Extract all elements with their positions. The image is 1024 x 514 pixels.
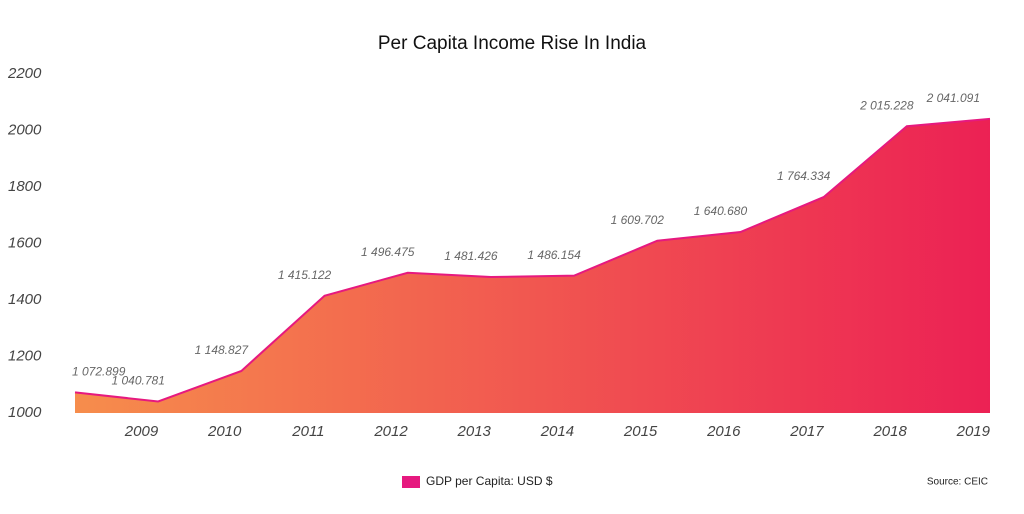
value-label: 1 481.426 [444,249,498,263]
x-tick-label: 2011 [291,423,324,440]
value-label: 1 496.475 [361,245,415,259]
legend-label: GDP per Capita: USD $ [426,474,553,488]
value-label: 1 415.122 [278,268,332,282]
legend-swatch [402,476,420,488]
y-tick-label: 1400 [8,291,42,308]
line [74,117,991,403]
x-tick-label: 2017 [789,423,824,440]
x-tick-label: 2010 [207,423,242,440]
value-label: 2 041.091 [926,91,980,105]
area [75,118,990,414]
x-tick-label: 2018 [872,423,907,440]
value-label: 1 148.827 [195,343,250,357]
chart-title: Per Capita Income Rise In India [378,33,647,54]
x-tick-label: 2009 [124,423,159,440]
x-tick-label: 2012 [373,423,408,440]
x-tick-label: 2014 [540,423,574,440]
x-tick-label: 2019 [956,423,991,440]
value-label: 1 640.680 [694,204,748,218]
value-label: 1 764.334 [777,169,831,183]
value-label: 1 609.702 [611,213,665,227]
source: Source: CEIC [927,477,988,488]
y-tick-label: 1600 [8,234,42,251]
value-label: 1 040.781 [111,374,164,388]
x-tick-label: 2013 [457,423,492,440]
y-tick-label: 1200 [8,347,42,364]
x-tick-label: 2015 [623,423,658,440]
y-tick-label: 2200 [7,65,42,82]
value-label: 1 486.154 [527,248,581,262]
x-tick-label: 2016 [706,423,741,440]
value-label: 1 072.899 [72,365,126,379]
y-tick-label: 1800 [8,178,42,195]
y-tick-label: 1000 [8,404,42,421]
value-label: 2 015.228 [859,98,914,112]
y-tick-label: 2000 [7,121,42,138]
